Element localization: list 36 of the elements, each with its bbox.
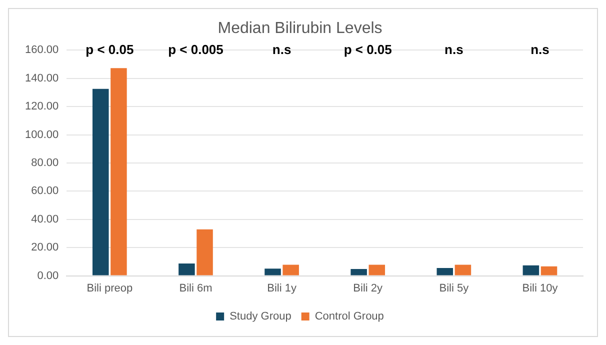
annotation: p < 0.05 [86,42,134,57]
legend-label: Control Group [314,310,384,323]
y-tick-label: 140.00 [24,72,59,84]
bar [522,265,540,276]
bar [454,264,472,276]
annotation: p < 0.05 [344,42,392,57]
x-tick-label: Bili 1y [267,282,297,294]
bar [178,264,195,276]
x-tick-label: Bili 5y [439,282,470,294]
x-tick-label: Bili 10y [522,282,558,294]
bar [436,268,454,276]
y-tick-label: 120.00 [24,100,59,113]
x-tick-label: Bili 6m [179,282,212,294]
bar [350,269,367,276]
bar [368,264,386,276]
annotation: n.s [444,42,464,57]
legend-label: Study Group [230,310,292,323]
bar [540,266,558,276]
annotation: p < 0.005 [168,42,224,57]
y-tick-label: 20.00 [31,242,59,254]
chart-title: Median Bilirubin Levels [218,20,382,38]
y-tick-label: 60.00 [31,185,59,198]
x-tick-label: Bili 2y [353,282,384,294]
bar [110,68,127,276]
y-tick-label: 80.00 [31,157,59,170]
y-tick-label: 100.00 [24,128,59,141]
y-tick-label: 40.00 [31,213,59,226]
annotation: n.s [530,42,550,57]
annotation: n.s [272,42,292,57]
bar [196,229,213,276]
bar [92,88,109,276]
y-tick-label: 0.00 [37,270,59,282]
y-tick-label: 160.00 [24,44,59,56]
bar [264,268,281,276]
x-tick-label: Bili preop [86,282,133,294]
bar [282,264,299,276]
